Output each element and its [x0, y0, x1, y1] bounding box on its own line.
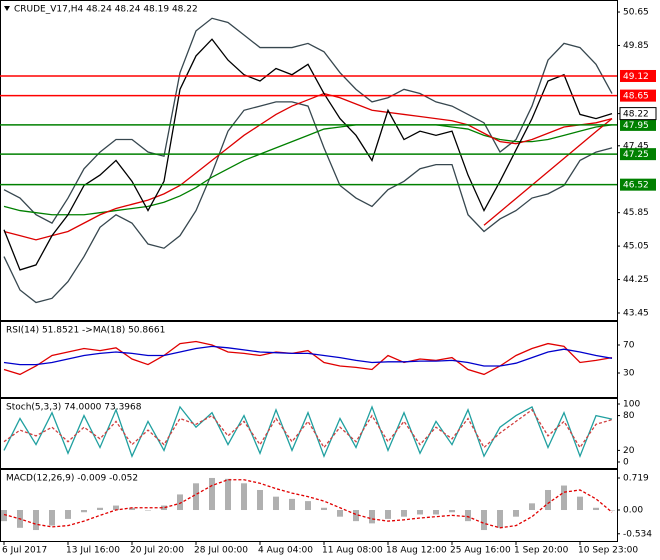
panel-frame [0, 469, 618, 542]
x-tick-label: 20 Jul 20:00 [130, 546, 184, 556]
y-tick-label: 43.45 [623, 308, 649, 318]
y-tick-label: 70 [623, 341, 635, 351]
panel-frame [0, 0, 618, 321]
x-tick-label: 28 Jul 00:00 [194, 546, 248, 556]
y-tick-label: 44.25 [623, 275, 649, 285]
histogram-bar [225, 478, 231, 511]
y-tick-label: 0.00 [623, 506, 643, 516]
histogram-bar [145, 510, 151, 511]
y-tick-label: 45.05 [623, 242, 649, 252]
level-label-box [620, 89, 656, 102]
histogram-bar [81, 510, 87, 513]
histogram-bar [305, 501, 311, 511]
histogram-bar [497, 510, 503, 528]
level-label: 48.65 [623, 92, 649, 102]
series-line [3, 345, 613, 367]
histogram-bar [417, 510, 423, 515]
level-label: 46.52 [623, 181, 649, 191]
panel-title: RSI(14) 51.8521 ->MA(18) 50.8661 [6, 326, 165, 336]
series-line [3, 101, 613, 304]
series-line [3, 479, 613, 529]
y-tick-label: 49.85 [623, 41, 649, 51]
level-label-box [620, 118, 656, 131]
series-line [3, 38, 613, 271]
histogram-bar [1, 510, 7, 522]
last-price-label: 48.22 [623, 110, 649, 120]
level-label: 47.25 [623, 150, 649, 160]
title-icon [4, 6, 10, 11]
histogram-bar [465, 510, 471, 522]
x-tick-label: 10 Sep 23:00 [578, 546, 638, 556]
series-line [3, 340, 613, 376]
histogram-bar [369, 510, 375, 524]
panel-frame [0, 321, 618, 398]
level-label-box [620, 178, 656, 191]
histogram-bar [401, 510, 407, 517]
histogram-bar [609, 510, 615, 511]
panel-title: MACD(12,26,9) -0.009 -0.052 [6, 474, 138, 484]
y-tick-label: 50.65 [623, 8, 649, 18]
panel-title: CRUDE_V17,H4 48.24 48.24 48.19 48.22 [14, 5, 198, 15]
series-line [3, 408, 613, 449]
x-tick-label: 18 Aug 12:00 [386, 546, 447, 556]
y-tick-label: -0.534 [623, 529, 652, 539]
histogram-bar [513, 510, 519, 517]
x-tick-label: 1 Sep 20:00 [514, 546, 569, 556]
histogram-bar [273, 496, 279, 511]
histogram-bar [113, 505, 119, 511]
y-tick-label: 47.45 [623, 141, 649, 151]
y-tick-label: 0 [623, 458, 629, 468]
histogram-bar [161, 505, 167, 511]
x-tick-label: 6 Jul 2017 [2, 546, 47, 556]
histogram-bar [129, 507, 135, 511]
series-line [3, 17, 613, 224]
histogram-bar [65, 510, 71, 519]
histogram-bar [289, 498, 295, 511]
y-tick-label: 80 [623, 411, 635, 421]
histogram-bar [353, 510, 359, 522]
histogram-bar [209, 477, 215, 511]
histogram-bar [481, 510, 487, 531]
histogram-bar [449, 510, 455, 513]
histogram-bar [321, 507, 327, 511]
histogram-bar [529, 503, 535, 511]
histogram-bar [593, 507, 599, 511]
level-label-box [620, 148, 656, 161]
histogram-bar [49, 510, 55, 526]
level-label: 47.95 [623, 121, 649, 131]
histogram-bar [577, 496, 583, 511]
x-tick-label: 11 Aug 08:00 [322, 546, 383, 556]
histogram-bar [433, 510, 439, 515]
histogram-bar [33, 510, 39, 531]
panel-frame [0, 398, 618, 469]
histogram-bar [545, 489, 551, 511]
last-price-box [619, 107, 657, 121]
histogram-bar [193, 483, 199, 511]
series-line [3, 92, 613, 241]
series-line [483, 118, 613, 226]
histogram-bar [97, 507, 103, 511]
histogram-bar [177, 494, 183, 511]
y-tick-label: 30 [623, 369, 635, 379]
y-tick-label: 45.85 [623, 208, 649, 218]
histogram-bar [257, 489, 263, 511]
level-label: 49.12 [623, 72, 649, 82]
x-tick-label: 13 Jul 16:00 [66, 546, 120, 556]
y-tick-label: 100 [623, 400, 640, 410]
histogram-bar [241, 483, 247, 511]
series-line [3, 405, 613, 459]
y-tick-label: 20 [623, 446, 635, 456]
x-tick-label: 25 Aug 16:00 [450, 546, 511, 556]
histogram-bar [385, 510, 391, 519]
histogram-bar [337, 510, 343, 517]
x-tick-label: 4 Aug 04:00 [258, 546, 313, 556]
histogram-bar [561, 485, 567, 511]
panel-title: Stoch(5,3,3) 74.0000 73.3968 [6, 403, 142, 413]
level-label-box [620, 69, 656, 82]
y-tick-label: 0.719 [623, 474, 649, 484]
